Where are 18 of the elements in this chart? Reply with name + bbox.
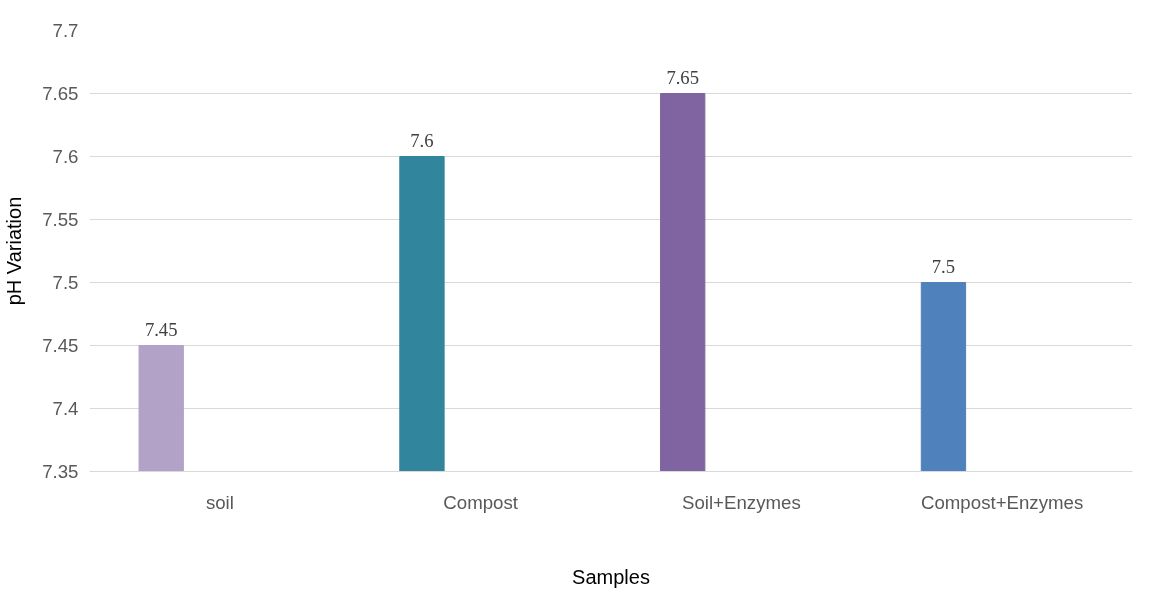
data-label: 7.5 [931, 255, 956, 277]
x-tick-label: Compost [443, 491, 519, 513]
y-axis-title: pH Variation [3, 196, 26, 306]
y-tick-label: 7.35 [42, 461, 79, 482]
x-tick-label: soil [205, 491, 234, 513]
y-tick-label: 7.6 [52, 146, 79, 167]
data-label: 7.6 [410, 129, 434, 151]
y-tick-label: 7.65 [42, 83, 79, 104]
y-tick-label: 7.5 [52, 272, 79, 293]
x-tick-label: Soil+Enzymes [682, 491, 801, 513]
x-tick-label: Compost+Enzymes [920, 491, 1084, 513]
x-axis-title: Samples [572, 565, 650, 588]
y-tick-label: 7.4 [52, 398, 79, 419]
data-label: 7.65 [666, 66, 700, 88]
y-tick-label: 7.7 [52, 20, 79, 41]
y-tick-label: 7.45 [42, 335, 79, 356]
data-label: 7.45 [144, 318, 178, 340]
y-tick-label: 7.55 [42, 209, 79, 230]
